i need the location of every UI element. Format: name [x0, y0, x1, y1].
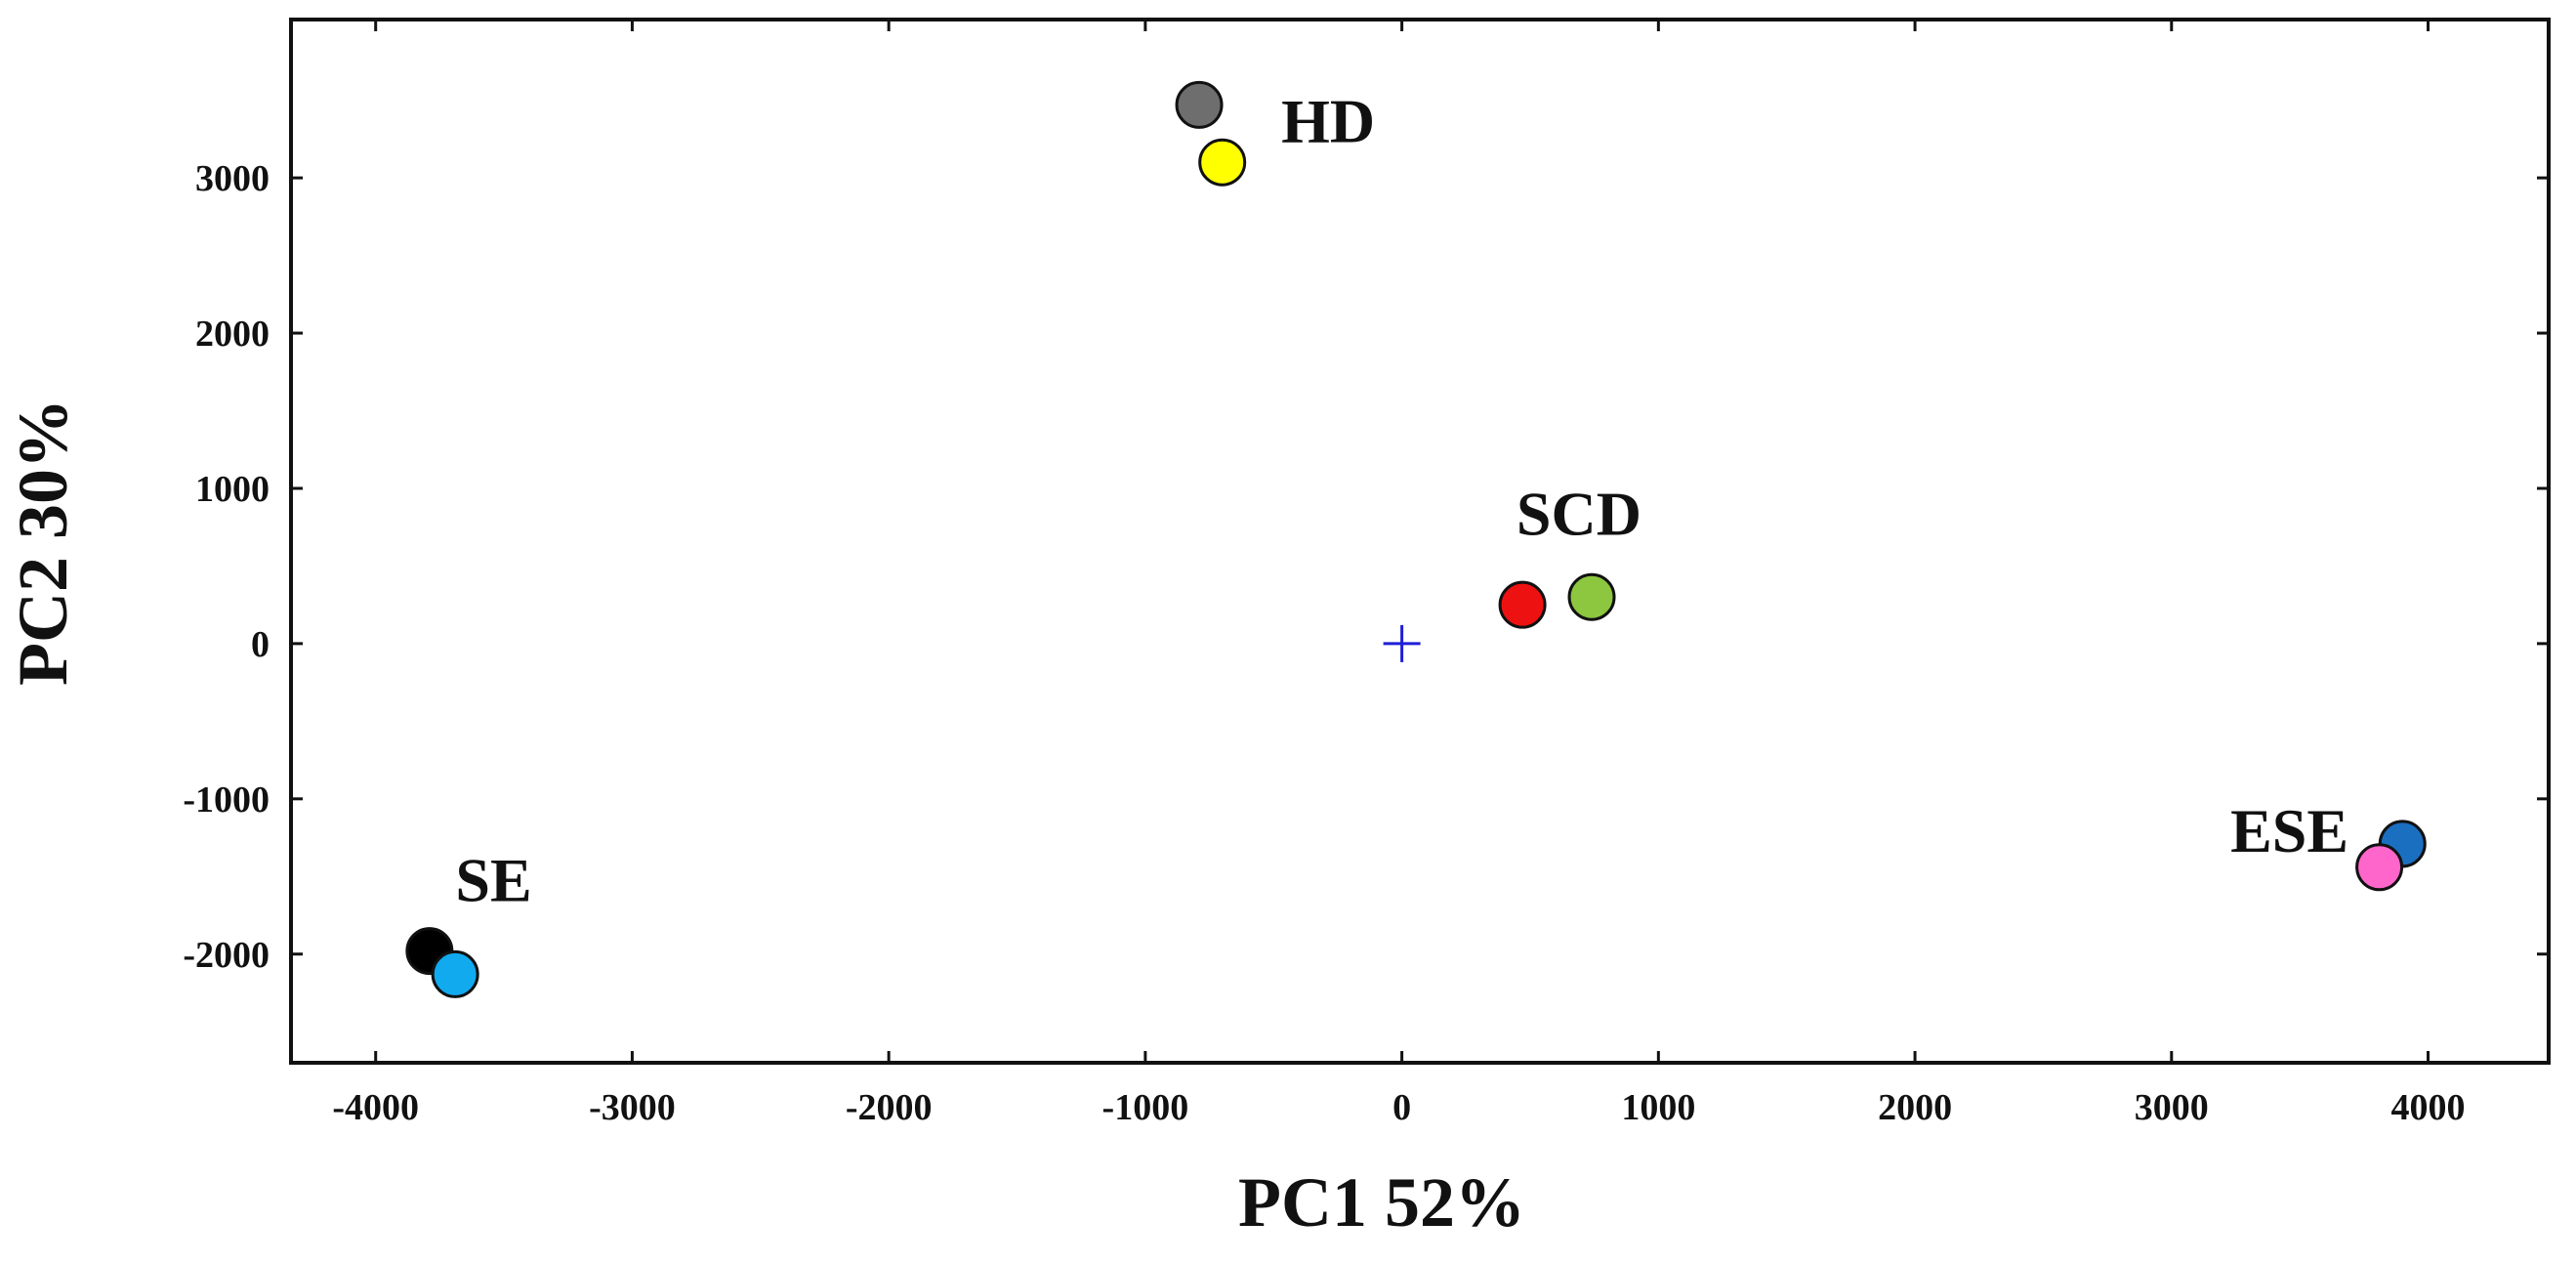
x-tick-label: 1000	[1621, 1087, 1695, 1128]
y-tick-label: 3000	[195, 158, 270, 199]
x-tick-label: 4000	[2391, 1087, 2466, 1128]
group-label-2: ESE	[2230, 796, 2348, 865]
y-axis-title: PC2 30%	[4, 399, 82, 686]
plot-frame	[289, 18, 2551, 1065]
group-label-3: SE	[455, 846, 531, 915]
y-tick-label: 1000	[195, 469, 270, 510]
axis-tick-labels: -4000 -3000 -2000 -1000 0 1000 2000 3000 4000 -20…	[183, 158, 2465, 1128]
x-tick-label: -2000	[846, 1087, 933, 1128]
data-point-1	[1198, 138, 1247, 187]
x-tick-label: 2000	[1878, 1087, 1952, 1128]
x-tick-label: -3000	[589, 1087, 676, 1128]
group-labels: HD SCD ESE SE	[455, 87, 2348, 915]
group-label-1: SCD	[1517, 480, 1641, 549]
group-label-0: HD	[1281, 87, 1375, 156]
x-tick-label: 3000	[2135, 1087, 2209, 1128]
data-point-0	[1175, 80, 1224, 129]
x-tick-label: 0	[1392, 1087, 1411, 1128]
y-tick-label: 0	[251, 624, 270, 665]
data-point-3	[1567, 572, 1616, 621]
y-tick-label: -1000	[183, 779, 270, 821]
data-point-7	[431, 949, 479, 998]
y-tick-label: -2000	[183, 935, 270, 976]
data-point-2	[1498, 580, 1547, 629]
data-point-5	[2355, 843, 2404, 892]
x-tick-label: -4000	[332, 1087, 419, 1128]
origin-marker	[1383, 624, 1421, 662]
x-tick-label: -1000	[1102, 1087, 1189, 1128]
axis-ticks	[291, 20, 2549, 1063]
x-axis-title: PC1 52%	[1238, 1163, 1525, 1242]
y-tick-label: 2000	[195, 314, 270, 355]
data-points	[405, 80, 2427, 998]
